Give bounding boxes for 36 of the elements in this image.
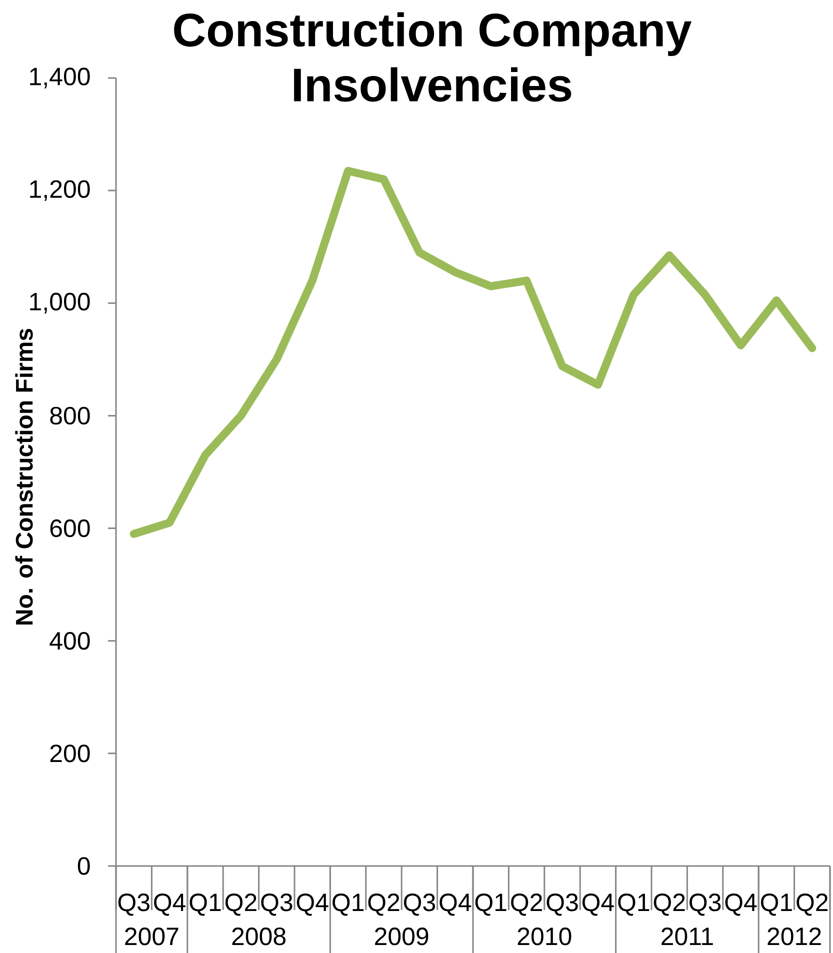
text: 2011 [662,928,713,946]
y-tick-label: 400 [50,632,90,650]
x-tick-label: Q4 [440,894,472,916]
x-tick-label: Q1 [618,894,650,916]
y-tick-label: 0 [78,857,90,875]
x-tick-label: Q3 [690,894,721,916]
text: 2012 [768,928,821,946]
y-tick-label: 1,000 [30,292,90,314]
text: 2009 [375,928,428,946]
x-tick-label: Q1 [190,894,221,916]
x-tick-label: Q2 [511,894,542,916]
x-tick-label: Q4 [725,894,757,916]
y-tick-label: 600 [50,519,90,538]
x-tick-label: Q1 [475,894,506,916]
x-tick-label: Q2 [368,894,400,916]
text: 2007 [125,928,178,946]
x-tick-label: Q2 [796,894,828,916]
y-axis-title: No. of Construction Firms [15,328,33,624]
y-tick-label: 1,400 [30,68,90,88]
x-tick-label: Q2 [654,894,685,916]
text: 2010 [518,928,572,946]
x-tick-label: Q4 [582,894,614,916]
x-tick-label: Q3 [404,894,436,916]
x-tick-label: Q2 [225,894,256,916]
text: 2008 [232,928,286,946]
x-tick-label: Q4 [296,894,328,916]
x-tick-label: Q3 [261,894,292,916]
chart-title: Construction Company Insolvencies [174,12,692,102]
x-tick-label: Q1 [760,894,792,916]
x-tick-label: Q1 [332,894,364,916]
x-tick-label: Q3 [118,894,150,916]
y-tick-label: 800 [50,406,90,425]
x-tick-label: Q4 [154,894,186,916]
y-tick-label: 200 [50,744,90,762]
y-tick-label: 1,200 [30,180,90,201]
x-tick-label: Q3 [546,894,578,916]
